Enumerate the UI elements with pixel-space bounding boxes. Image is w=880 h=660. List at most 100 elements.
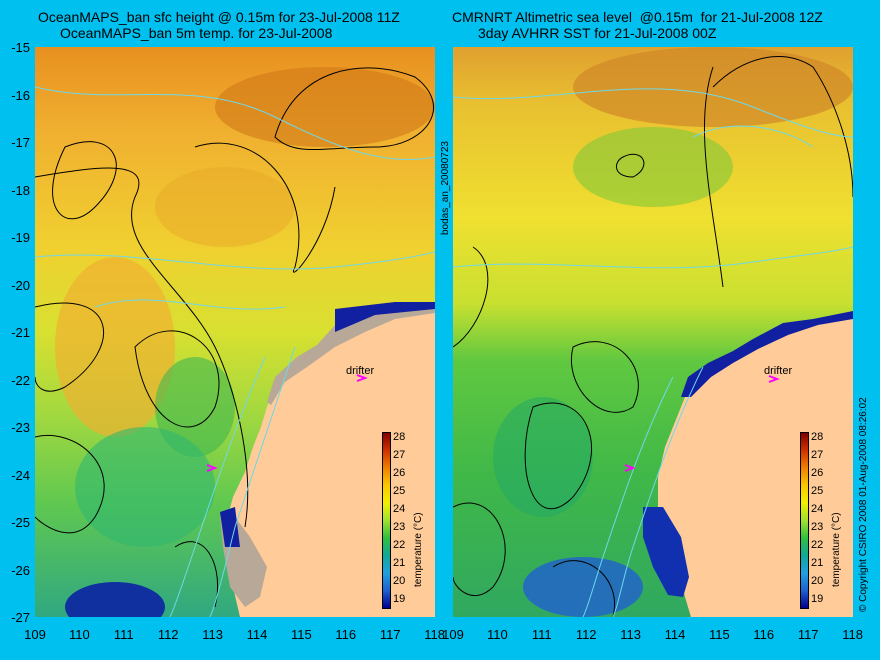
left-isobath-1: [35, 86, 435, 161]
right-colorbar-tick-21: 21: [811, 557, 824, 569]
right-drifter-label: drifter: [764, 365, 793, 377]
lon-tick-label: 114: [246, 627, 268, 642]
right-contour-1: [712, 56, 853, 198]
right-contour-4: [571, 341, 639, 413]
lon-tick-label: 112: [575, 627, 597, 642]
right-coastal-cold-south: [643, 507, 689, 597]
lon-tick-label: 109: [24, 627, 46, 642]
left-colorbar-tick-26: 26: [393, 467, 406, 479]
right-isobath-3: [612, 366, 704, 617]
right-cold-patch: [523, 557, 643, 617]
lat-tick-label: -19: [11, 230, 30, 245]
lat-tick-label: -17: [11, 135, 30, 150]
left-colorbar-tick-24: 24: [393, 503, 406, 515]
lat-tick-label: -27: [11, 610, 30, 625]
left-contour-1: [274, 67, 434, 150]
lat-tick-label: -16: [11, 87, 30, 103]
lat-tick-label: -21: [11, 325, 30, 340]
right-isobath-5: [692, 125, 814, 148]
lon-tick-label: 116: [753, 627, 775, 642]
lon-tick-label: 111: [113, 627, 134, 642]
left-colorbar-tick-20: 20: [393, 575, 406, 587]
right-colorbar-tick-25: 25: [811, 485, 824, 497]
right-contour-6: [453, 502, 506, 597]
lon-tick-label: 109: [442, 627, 464, 642]
right-contour-7: [552, 560, 615, 617]
left-isobath-3: [209, 346, 296, 617]
lon-tick-label: 111: [531, 627, 552, 642]
right-contour-5: [524, 402, 592, 510]
lat-tick-label: -20: [11, 277, 30, 293]
left-title-line1: OceanMAPS_ban sfc height @ 0.15m for 23-…: [38, 9, 400, 25]
left-colorbar-title: temperature (°C): [413, 512, 424, 587]
left-drifter-marker-2: [206, 464, 218, 472]
lon-tick-label: 110: [69, 627, 90, 642]
right-colorbar-tick-22: 22: [811, 539, 824, 551]
left-colorbar-tick-25: 25: [393, 485, 406, 497]
right-title-line1: CMRNRT Altimetric sea level @0.15m for 2…: [452, 9, 823, 25]
lat-tick-label: -22: [11, 372, 30, 388]
right-colorbar-tick-24: 24: [811, 503, 824, 515]
lon-tick-label: 112: [157, 627, 179, 642]
left-warm-north: [215, 67, 435, 147]
right-colorbar: [800, 432, 809, 609]
lat-tick-label: -15: [11, 40, 30, 55]
left-cool-south: [75, 427, 215, 547]
lon-tick-label: 117: [797, 627, 819, 642]
lat-tick-label: -23: [11, 420, 30, 435]
right-colorbar-tick-20: 20: [811, 575, 824, 587]
lat-tick-label: -25: [11, 515, 30, 530]
right-colorbar-tick-28: 28: [811, 431, 824, 443]
lon-tick-label: 115: [291, 627, 312, 642]
left-map-panel: drifter 28 27 26 25 24 23 22 21 20 19 te…: [35, 47, 435, 617]
lon-tick-label: 115: [709, 627, 730, 642]
right-contour-2: [615, 153, 645, 178]
left-cold-patch: [65, 582, 165, 617]
left-colorbar-tick-27: 27: [393, 449, 406, 461]
right-isobath-4: [582, 376, 674, 617]
left-coastal-cold-south: [220, 507, 240, 547]
left-isobath-2: [35, 251, 435, 270]
right-colorbar-tick-23: 23: [811, 521, 824, 533]
left-contour-3: [194, 142, 336, 273]
left-colorbar-tick-19: 19: [393, 593, 406, 605]
copyright-label: © Copyright CSIRO 2008 01-Aug-2008 08:26…: [858, 397, 869, 612]
right-isobath-2: [453, 246, 853, 269]
lon-tick-label: 118: [424, 627, 445, 642]
left-isobath-5: [94, 299, 286, 310]
left-isobath-4: [169, 356, 266, 617]
left-contour-4: [134, 330, 220, 428]
left-title-line2: OceanMAPS_ban 5m temp. for 23-Jul-2008: [60, 25, 333, 41]
right-colorbar-title: temperature (°C): [831, 512, 842, 587]
right-coastal-cold: [681, 311, 853, 397]
lon-tick-label: 114: [664, 627, 686, 642]
right-map-panel: drifter 28 27 26 25 24 23 22 21 20 19 te…: [453, 47, 853, 617]
left-colorbar-tick-22: 22: [393, 539, 406, 551]
right-isobath-1: [453, 88, 853, 138]
lon-tick-label: 118: [842, 627, 863, 642]
lat-tick-label: -26: [11, 562, 30, 578]
left-coastal-cold: [335, 302, 435, 332]
left-colorbar-tick-28: 28: [393, 431, 406, 443]
left-drifter-marker: [356, 374, 368, 382]
right-colorbar-tick-27: 27: [811, 449, 824, 461]
side-date-label: bodas_an_20080723: [440, 141, 451, 235]
left-drifter-label: drifter: [346, 365, 375, 377]
right-contour-8: [703, 66, 724, 288]
lon-tick-label: 113: [620, 627, 641, 642]
lon-tick-label: 116: [335, 627, 357, 642]
right-cool-patch: [493, 397, 593, 517]
right-colorbar-tick-19: 19: [811, 593, 824, 605]
lon-tick-label: 117: [379, 627, 401, 642]
right-map-svg: [453, 47, 853, 617]
right-drifter-marker-2: [624, 464, 636, 472]
lon-tick-label: 110: [487, 627, 508, 642]
right-contour-3: [453, 246, 489, 348]
left-contour-7: [35, 302, 104, 392]
left-colorbar-tick-23: 23: [393, 521, 406, 533]
right-green-patch: [573, 127, 733, 207]
right-title-line2: 3day AVHRR SST for 21-Jul-2008 00Z: [478, 25, 717, 41]
left-colorbar: [382, 432, 391, 609]
lat-tick-label: -24: [11, 467, 30, 483]
left-contour-2: [35, 167, 249, 528]
